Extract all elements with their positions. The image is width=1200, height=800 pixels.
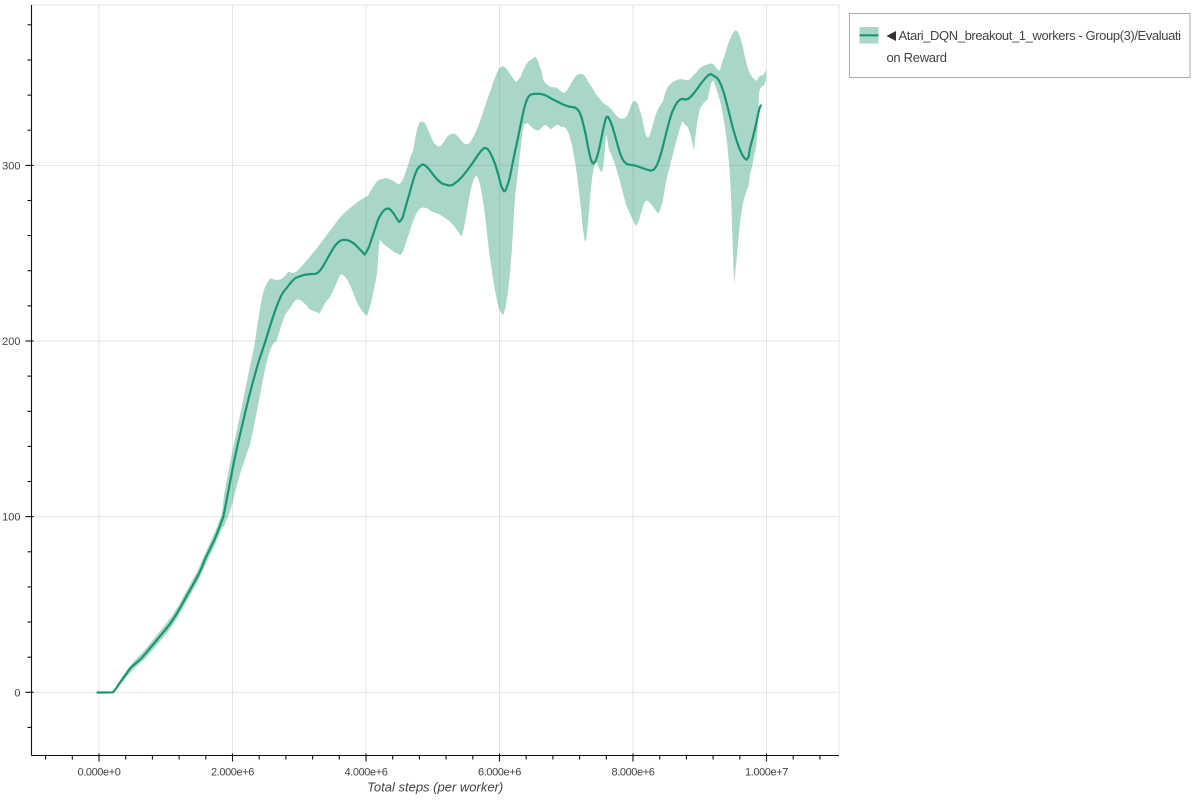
svg-text:8.000e+6: 8.000e+6 [612,767,655,779]
svg-text:Atari_DQN_breakout_1_workers -: Atari_DQN_breakout_1_workers - Group(3)/… [899,28,1182,43]
svg-text:300: 300 [2,160,20,172]
svg-text:4.000e+6: 4.000e+6 [345,767,388,779]
svg-text:Total steps (per worker): Total steps (per worker) [367,780,503,795]
svg-text:1.000e+7: 1.000e+7 [745,767,788,779]
svg-text:200: 200 [2,336,20,348]
svg-text:6.000e+6: 6.000e+6 [478,767,521,779]
svg-text:on Reward: on Reward [887,50,947,65]
svg-text:100: 100 [2,512,20,524]
svg-text:0.000e+0: 0.000e+0 [78,767,121,779]
svg-text:2.000e+6: 2.000e+6 [211,767,254,779]
svg-text:0: 0 [14,687,20,699]
